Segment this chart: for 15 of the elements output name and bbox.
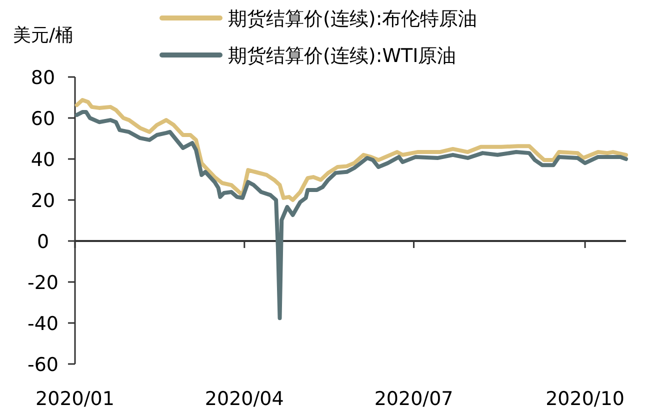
y-axis-title: 美元/桶	[13, 25, 74, 46]
y-tick-label: -20	[27, 272, 59, 294]
y-tick-label: -40	[27, 313, 59, 335]
y-tick-label: 80	[30, 67, 56, 89]
y-tick-label: -60	[27, 354, 59, 376]
legend-label: 期货结算价(连续):布伦特原油	[228, 8, 478, 30]
x-tick-label: 2020/01	[36, 388, 114, 410]
legend-label: 期货结算价(连续):WTI原油	[228, 45, 456, 67]
x-tick-label: 2020/04	[204, 388, 284, 410]
y-tick-label: 20	[30, 190, 56, 212]
y-tick-label: 0	[36, 231, 50, 253]
x-tick-label: 2020/07	[374, 388, 454, 410]
y-tick-label: 60	[30, 108, 56, 130]
x-tick-label: 2020/10	[546, 388, 625, 410]
y-tick-label: 40	[30, 149, 56, 171]
